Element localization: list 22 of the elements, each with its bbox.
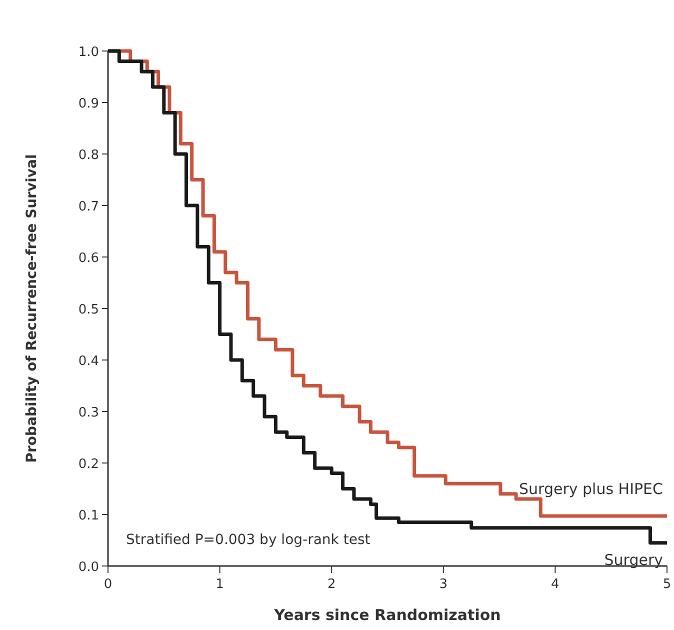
- y-tick-label: 0.0: [78, 560, 99, 575]
- y-axis-title: Probability of Recurrence-free Survival: [24, 154, 40, 463]
- y-tick-label: 0.5: [78, 302, 99, 318]
- y-tick-label: 0.9: [78, 96, 99, 112]
- series-label: Surgery plus HIPEC: [519, 480, 663, 498]
- x-tick-label: 1: [216, 577, 224, 592]
- x-tick-label: 2: [327, 577, 336, 592]
- series-label: Surgery: [604, 550, 664, 569]
- annotation: Stratified P=0.003 by log-rank test: [126, 532, 371, 548]
- y-tick-label: 1.0: [78, 45, 99, 60]
- y-tick-label: 0.2: [78, 457, 99, 472]
- y-tick-label: 0.1: [78, 508, 99, 524]
- x-tick-label: 4: [551, 577, 560, 592]
- y-tick-label: 0.7: [78, 200, 99, 214]
- x-tick-label: 0: [104, 577, 112, 592]
- x-axis-title: Years since Randomization: [273, 606, 501, 624]
- y-tick-label: 0.8: [78, 148, 99, 163]
- y-tick-label: 0.4: [78, 354, 99, 369]
- x-tick-label: 3: [439, 577, 448, 592]
- y-tick-label: 0.3: [78, 406, 99, 420]
- x-tick-label: 5: [662, 577, 672, 592]
- y-tick-label: 0.6: [78, 251, 99, 266]
